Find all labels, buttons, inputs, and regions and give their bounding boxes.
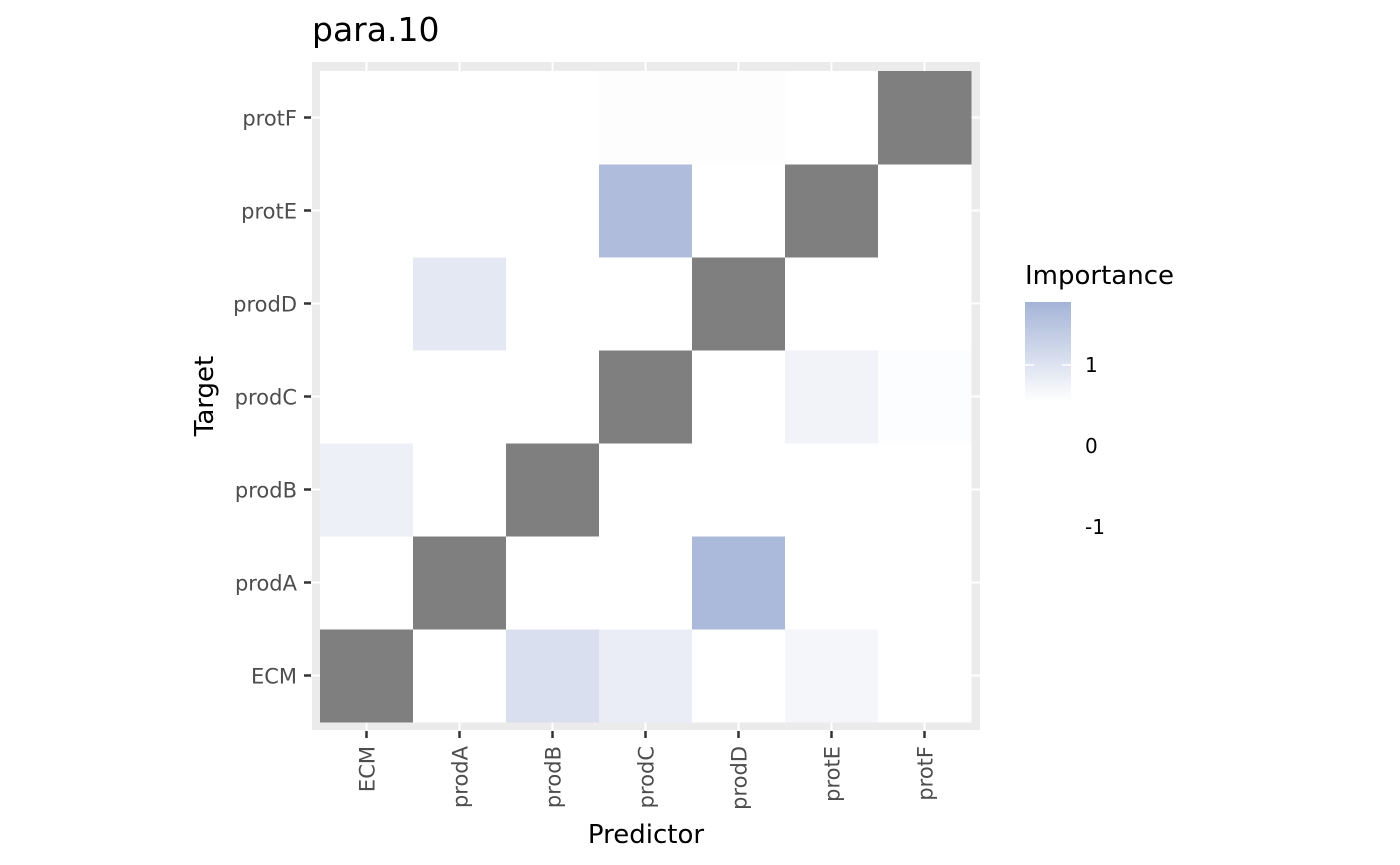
heatmap-cell xyxy=(785,629,879,723)
heatmap-cell xyxy=(878,257,972,351)
heatmap-cell xyxy=(413,350,507,444)
heatmap-cell xyxy=(599,164,693,258)
heatmap-cell xyxy=(506,350,600,444)
heatmap-cell xyxy=(692,350,786,444)
heatmap-cell xyxy=(320,350,414,444)
x-tick-label: prodB xyxy=(542,746,566,808)
heatmap-cell xyxy=(692,443,786,537)
x-tick-label: prodD xyxy=(728,746,752,810)
y-axis-ticks: ECM prodA prodB prodC prodD protE protF xyxy=(233,107,311,689)
heatmap-cell xyxy=(878,629,972,723)
heatmap-cell xyxy=(878,71,972,165)
heatmap-cell xyxy=(320,164,414,258)
heatmap-cell xyxy=(506,71,600,165)
chart-title: para.10 xyxy=(312,10,439,49)
heatmap-cell xyxy=(692,164,786,258)
heatmap-cell xyxy=(320,443,414,537)
x-axis-title: Predictor xyxy=(588,820,704,850)
heatmap-cell xyxy=(506,629,600,723)
heatmap-cell xyxy=(506,443,600,537)
heatmap-cell xyxy=(878,536,972,630)
heatmap-cell xyxy=(599,71,693,165)
heatmap-cell xyxy=(878,164,972,258)
legend-colorbar xyxy=(1025,302,1071,402)
heatmap-cell xyxy=(692,257,786,351)
heatmap-cell xyxy=(413,164,507,258)
y-tick-label: prodD xyxy=(233,293,297,317)
heatmap-cell xyxy=(785,443,879,537)
y-axis-title: Target xyxy=(190,356,220,437)
heatmap-cell xyxy=(692,71,786,165)
x-tick-label: protF xyxy=(914,746,938,801)
heatmap-cell xyxy=(320,71,414,165)
heatmap-cell xyxy=(599,443,693,537)
heatmap-cell xyxy=(506,536,600,630)
y-tick-label: protF xyxy=(242,107,297,131)
heatmap-cell xyxy=(599,536,693,630)
x-axis-ticks: ECM prodA prodB prodC prodD protE protF xyxy=(356,731,938,810)
heatmap-cell xyxy=(599,350,693,444)
y-tick-label: prodC xyxy=(235,386,297,410)
heatmap-cell xyxy=(785,164,879,258)
heatmap-cell xyxy=(413,71,507,165)
x-tick-label: protE xyxy=(821,746,845,802)
heatmap-cell xyxy=(785,536,879,630)
legend-label: -1 xyxy=(1085,515,1105,539)
heatmap-cell xyxy=(506,257,600,351)
y-tick-label: prodB xyxy=(235,479,297,503)
x-tick-label: prodC xyxy=(635,746,659,808)
heatmap-cell xyxy=(878,443,972,537)
y-tick-label: protE xyxy=(241,200,297,224)
heatmap-cells xyxy=(320,71,972,723)
x-tick-label: ECM xyxy=(356,746,380,792)
heatmap-cell xyxy=(878,350,972,444)
heatmap-cell xyxy=(413,536,507,630)
legend-label: 1 xyxy=(1085,353,1098,377)
legend-label: 0 xyxy=(1085,434,1098,458)
heatmap-cell xyxy=(320,257,414,351)
heatmap-cell xyxy=(413,443,507,537)
heatmap-cell xyxy=(599,629,693,723)
heatmap-cell xyxy=(785,257,879,351)
heatmap-cell xyxy=(413,629,507,723)
legend-title: Importance xyxy=(1025,261,1174,291)
y-tick-label: ECM xyxy=(251,665,297,689)
heatmap-cell xyxy=(599,257,693,351)
heatmap-cell xyxy=(785,71,879,165)
heatmap-cell xyxy=(692,629,786,723)
heatmap-cell xyxy=(785,350,879,444)
heatmap-cell xyxy=(320,629,414,723)
y-tick-label: prodA xyxy=(235,572,298,596)
heatmap-cell xyxy=(320,536,414,630)
heatmap-cell xyxy=(506,164,600,258)
legend: Importance 1 0 -1 xyxy=(1025,261,1174,539)
x-tick-label: prodA xyxy=(449,745,473,808)
heatmap-cell xyxy=(692,536,786,630)
heatmap-cell xyxy=(413,257,507,351)
